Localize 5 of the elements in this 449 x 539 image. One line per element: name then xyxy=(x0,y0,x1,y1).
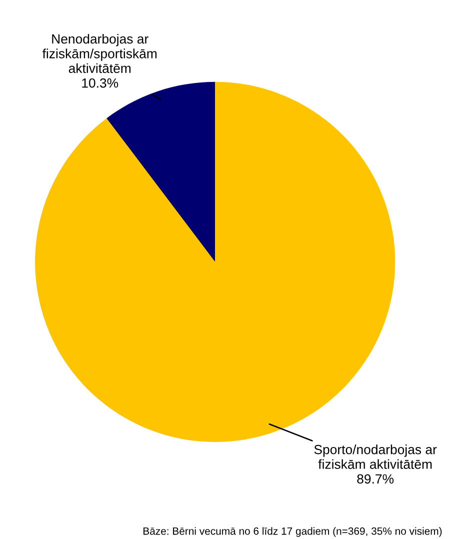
text: Bāze: Bērni vecumā no 6 līdz 17 gadiem (n=369, 35% no visiem) xyxy=(143,527,442,537)
data-label: 10.3% xyxy=(82,78,118,88)
slice-label: Nenodarbojas ar fiziskām/sportiskām aktivitātēm xyxy=(42,34,157,74)
slice-label: Sporto/nodarbojas ar fiziskām aktivitātēm xyxy=(314,444,437,469)
data-label: 89.7% xyxy=(357,474,394,484)
